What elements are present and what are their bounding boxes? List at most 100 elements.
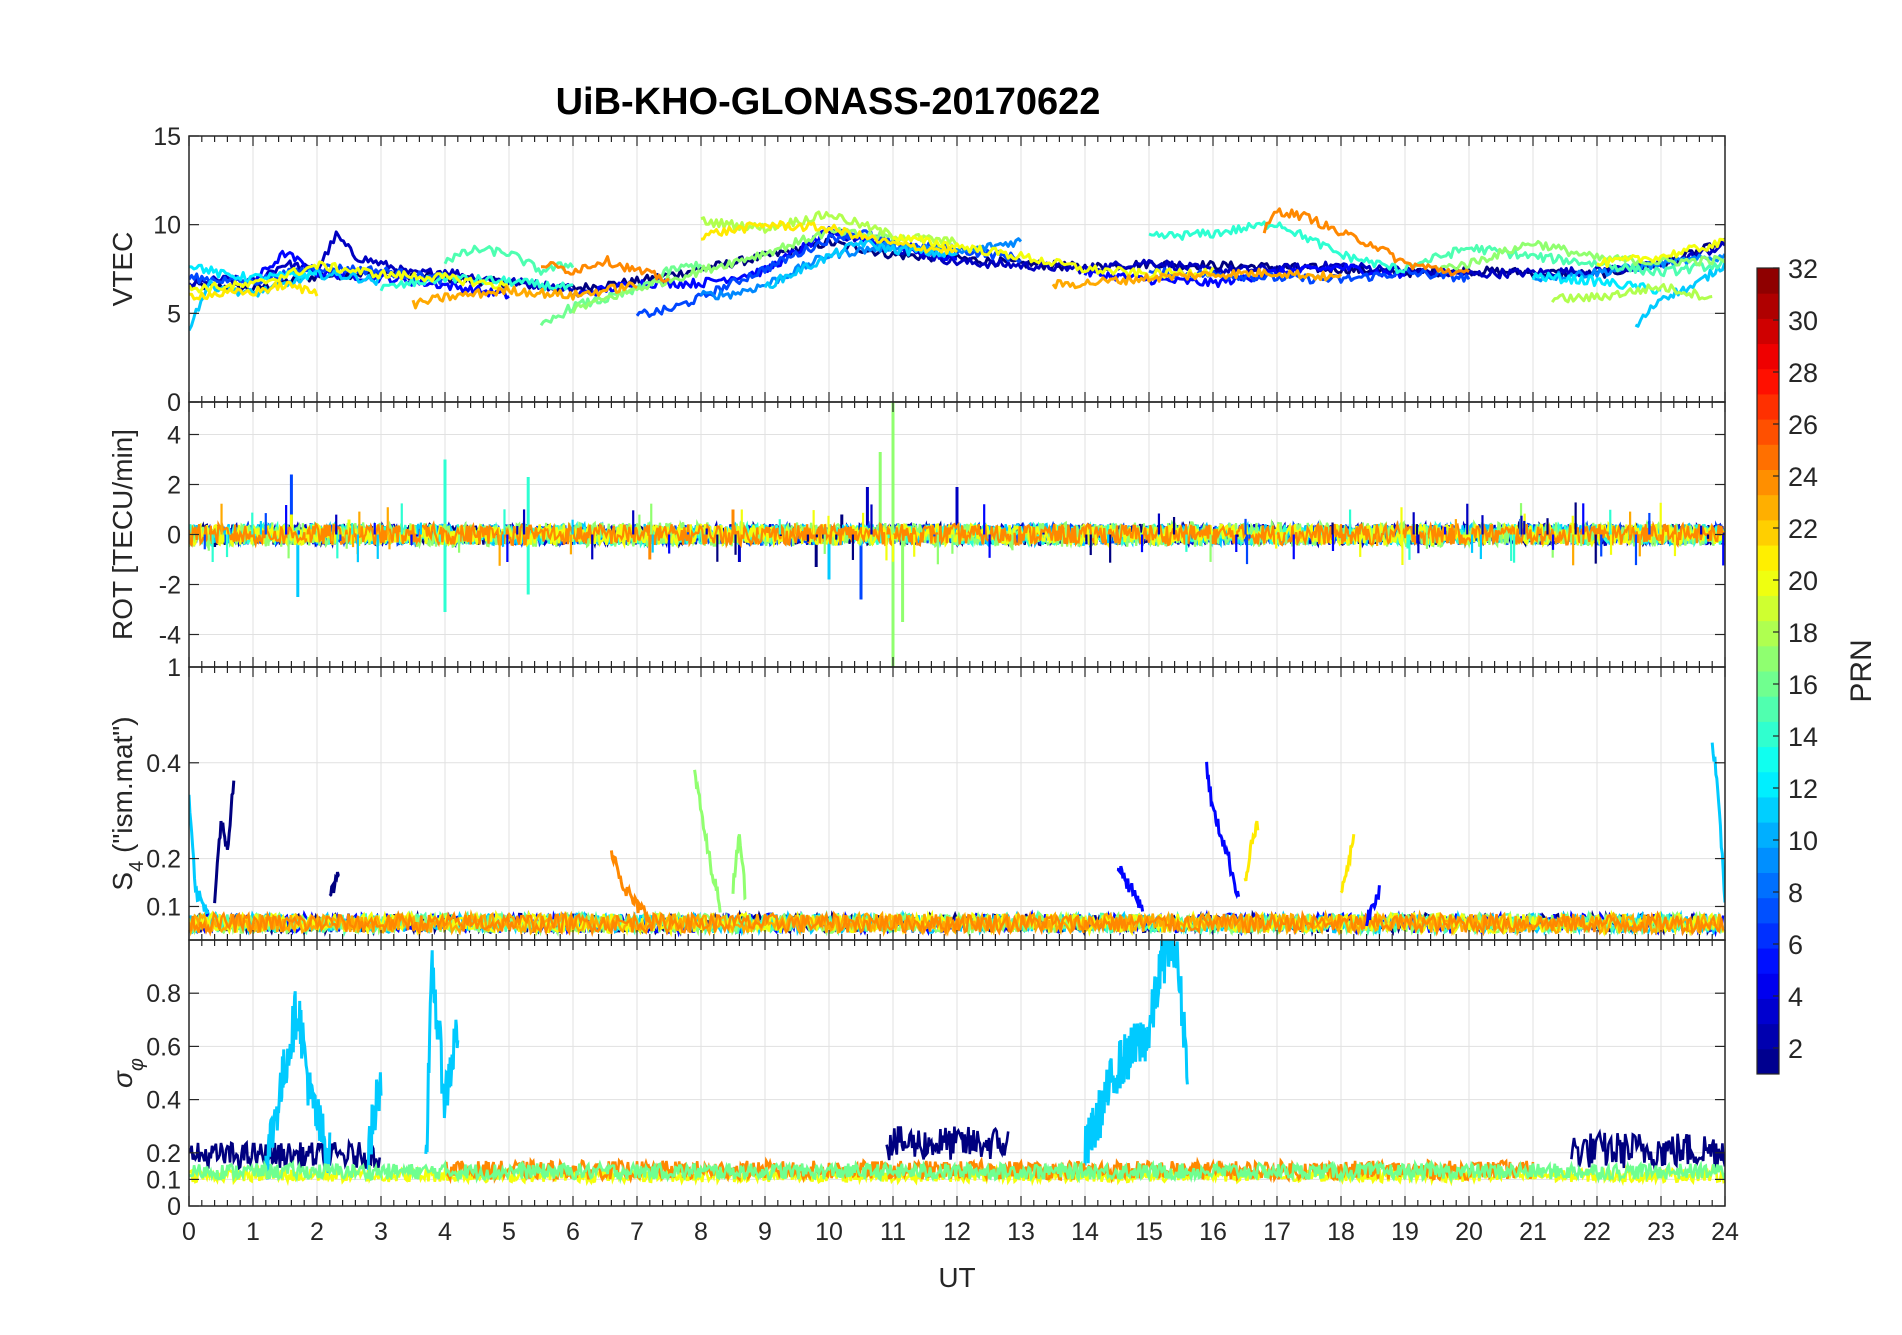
s4-event-prn-1	[213, 780, 236, 904]
plot-area-sigma_phi	[189, 940, 1725, 1187]
y-tick-label: -2	[159, 572, 181, 600]
x-axis-label: UT	[938, 1262, 975, 1293]
colorbar-segment	[1757, 847, 1779, 873]
colorbar-tick-label: 22	[1788, 514, 1818, 544]
x-tick-label: 1	[246, 1218, 260, 1246]
series-line-prn-20	[189, 260, 511, 294]
y-tick-label: 0	[167, 522, 181, 550]
colorbar-segment	[1757, 948, 1779, 974]
colorbar-segment	[1757, 469, 1779, 496]
x-tick-label: 11	[880, 1218, 906, 1246]
colorbar-segment	[1757, 1023, 1779, 1050]
colorbar-tick-label: 16	[1788, 670, 1818, 700]
y-tick-label: 5	[167, 300, 181, 328]
colorbar-tick-label: 26	[1788, 410, 1818, 440]
chart-title: UiB-KHO-GLONASS-20170622	[556, 81, 1101, 123]
colorbar-tick-label: 30	[1788, 306, 1818, 336]
colorbar-segment	[1757, 545, 1779, 571]
x-tick-label: 18	[1327, 1218, 1355, 1246]
sigma-event-prn-11	[264, 991, 332, 1180]
panel-s4: 0.1 0.2 0.4 1 S4 ("ism.mat")	[107, 654, 1726, 941]
panel-rot: -4 -2 0 2 4 ROT [TECU/min]	[107, 401, 1726, 668]
x-tick-label: 13	[1007, 1218, 1035, 1246]
x-tick-label: 22	[1583, 1218, 1611, 1246]
colorbar-tick-label: 32	[1788, 254, 1818, 284]
colorbar-tick-label: 24	[1788, 462, 1818, 492]
sigma-event-prn-11	[424, 950, 460, 1154]
y-tick-label: 1	[167, 654, 181, 682]
ticks-rot	[188, 402, 1726, 667]
colorbar-segment	[1757, 771, 1779, 798]
colorbar-segment	[1757, 897, 1779, 924]
s4-event-prn-21	[1339, 834, 1356, 894]
y-tick-label: 0.2	[146, 1140, 181, 1168]
colorbar-tick-label: 20	[1788, 566, 1818, 596]
colorbar-tick-label: 2	[1788, 1034, 1803, 1064]
series-line-prn-24	[1262, 207, 1470, 277]
series-line-prn-23	[1051, 267, 1343, 290]
x-tick-label: 23	[1647, 1218, 1675, 1246]
y-tick-label: -4	[159, 622, 181, 650]
panel-sigma_phi: 00.10.2 0.4 0.6 0.8 σφ	[107, 939, 1726, 1221]
colorbar-segment	[1757, 922, 1779, 949]
x-tick-label: 15	[1135, 1218, 1163, 1246]
series-line-prn-16	[189, 1159, 1725, 1185]
colorbar-segment	[1757, 645, 1779, 672]
s4-event-prn-21	[1243, 820, 1260, 882]
x-tick-label: 16	[1199, 1218, 1227, 1246]
series-line-prn-1	[885, 1126, 1010, 1161]
x-tick-label: 20	[1455, 1218, 1483, 1246]
grid-s4	[188, 667, 1726, 940]
colorbar-tick-label: 14	[1788, 722, 1818, 752]
s4-event-prn-24	[609, 850, 652, 924]
x-tick-label: 3	[374, 1218, 388, 1246]
y-axis-label-s4: S4 ("ism.mat")	[107, 716, 148, 890]
colorbar-segment	[1757, 494, 1779, 521]
series-line-prn-15	[443, 244, 575, 276]
y-axis-label-vtec: VTEC	[107, 232, 138, 307]
x-tick-label: 7	[630, 1218, 644, 1246]
series-line-prn-18	[1550, 283, 1713, 304]
y-tick-label: 15	[153, 123, 181, 151]
x-tick-label: 17	[1263, 1218, 1291, 1246]
x-tick-label: 14	[1071, 1218, 1099, 1246]
y-tick-label: 0.2	[146, 846, 181, 874]
s4-event-prn-5	[1365, 885, 1381, 927]
x-tick-label: 19	[1391, 1218, 1419, 1246]
x-tick-label: 0	[182, 1218, 196, 1246]
series-line-prn-20	[1596, 237, 1725, 268]
x-tick-label: 4	[438, 1218, 452, 1246]
colorbar-segment	[1757, 696, 1779, 722]
colorbar-tick-label: 28	[1788, 358, 1818, 388]
series-line-prn-9	[699, 237, 1023, 301]
colorbar-segment	[1757, 973, 1779, 999]
y-tick-label: 0.4	[146, 1087, 181, 1115]
series-line-prn-17	[1435, 239, 1725, 273]
plot-area-vtec	[189, 207, 1725, 332]
colorbar-tick-label: 8	[1788, 878, 1803, 908]
series-line-prn-1	[1570, 1128, 1725, 1171]
s4-event-prn-1	[328, 871, 340, 897]
colorbar-segment	[1757, 368, 1779, 395]
series-line-prn-14	[1148, 220, 1406, 275]
series-line-prn-17	[189, 518, 1725, 550]
ticks-sigma_phi	[188, 940, 1726, 1207]
y-tick-label: 0.1	[146, 1166, 181, 1194]
series-line-prn-1	[189, 1137, 381, 1171]
colorbar-tick-label: 10	[1788, 826, 1818, 856]
colorbar-segment	[1757, 444, 1779, 470]
s4-event-prn-17	[693, 769, 722, 913]
sigma-event-prn-11	[1083, 940, 1189, 1166]
y-tick-label: 0.1	[146, 893, 181, 921]
series-line-prn-23	[411, 281, 638, 310]
colorbar-segment	[1757, 1048, 1779, 1075]
ticks-vtec	[188, 135, 1726, 403]
y-tick-label: 10	[153, 212, 181, 240]
y-tick-label: 2	[167, 472, 181, 500]
colorbar-segment	[1757, 796, 1779, 823]
series-line-prn-5	[252, 249, 510, 300]
y-tick-label: 4	[167, 422, 181, 450]
x-tick-label: 6	[566, 1218, 580, 1246]
